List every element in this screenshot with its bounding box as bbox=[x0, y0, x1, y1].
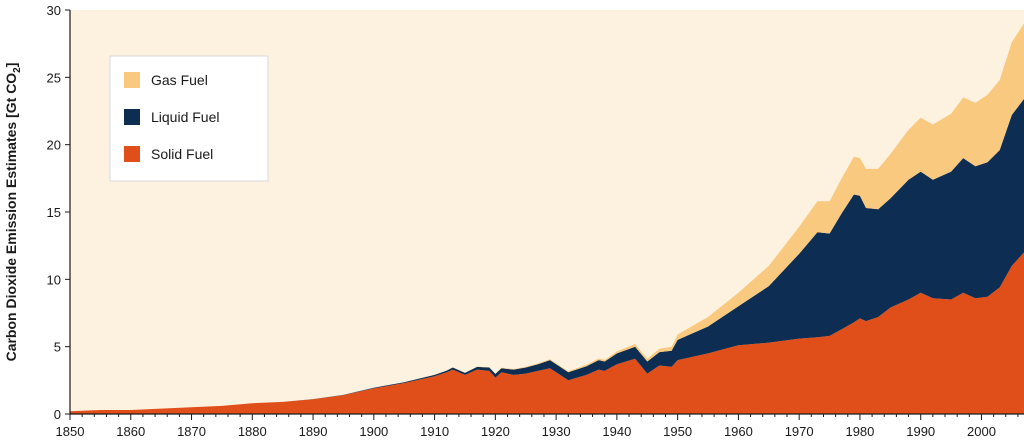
series-area-solid-fuel bbox=[70, 252, 1024, 414]
y-tick-label: 25 bbox=[47, 70, 61, 85]
x-tick-label: 1860 bbox=[116, 424, 145, 439]
y-tick-labels: 0 5 10 15 20 25 30 bbox=[47, 3, 61, 422]
legend-label-liquid-fuel: Liquid Fuel bbox=[151, 109, 220, 125]
legend-label-gas-fuel: Gas Fuel bbox=[151, 72, 208, 88]
x-tick-label: 1980 bbox=[845, 424, 874, 439]
x-tick-label: 1870 bbox=[177, 424, 206, 439]
x-tick-label: 1990 bbox=[906, 424, 935, 439]
y-axis-title: Carbon Dioxide Emission Estimates [Gt CO… bbox=[3, 63, 23, 362]
legend-swatch-solid-fuel bbox=[124, 146, 140, 162]
series-area-gas-fuel bbox=[70, 23, 1024, 412]
x-tick-label: 1950 bbox=[663, 424, 692, 439]
x-tick-label: 1900 bbox=[359, 424, 388, 439]
legend-swatch-liquid-fuel bbox=[124, 109, 140, 125]
x-tick-labels: 1850 1860 1870 1880 1890 1900 1910 1920 1930 1940… bbox=[56, 424, 996, 439]
x-tick-label: 1970 bbox=[785, 424, 814, 439]
legend: Gas Fuel Liquid Fuel Solid Fuel bbox=[109, 55, 269, 182]
y-tick-label: 10 bbox=[47, 272, 61, 287]
y-tick-label: 0 bbox=[54, 407, 61, 422]
y-tick-label: 30 bbox=[47, 3, 61, 18]
x-tick-label: 1890 bbox=[299, 424, 328, 439]
y-tick-label: 15 bbox=[47, 205, 61, 220]
x-tick-label: 1930 bbox=[542, 424, 571, 439]
series-area-liquid-fuel bbox=[70, 98, 1024, 412]
x-tick-label: 1850 bbox=[56, 424, 85, 439]
x-tick-label: 1940 bbox=[602, 424, 631, 439]
x-tick-label: 1920 bbox=[481, 424, 510, 439]
stacked-areas bbox=[70, 23, 1024, 414]
legend-label-solid-fuel: Solid Fuel bbox=[151, 146, 213, 162]
x-tick-label: 1960 bbox=[724, 424, 753, 439]
x-tick-label: 1910 bbox=[420, 424, 449, 439]
legend-swatch-gas-fuel bbox=[124, 72, 140, 88]
y-tick-label: 20 bbox=[47, 138, 61, 153]
x-tick-label: 2000 bbox=[967, 424, 996, 439]
axes bbox=[65, 9, 1024, 420]
x-tick-label: 1880 bbox=[238, 424, 267, 439]
y-tick-label: 5 bbox=[54, 340, 61, 355]
